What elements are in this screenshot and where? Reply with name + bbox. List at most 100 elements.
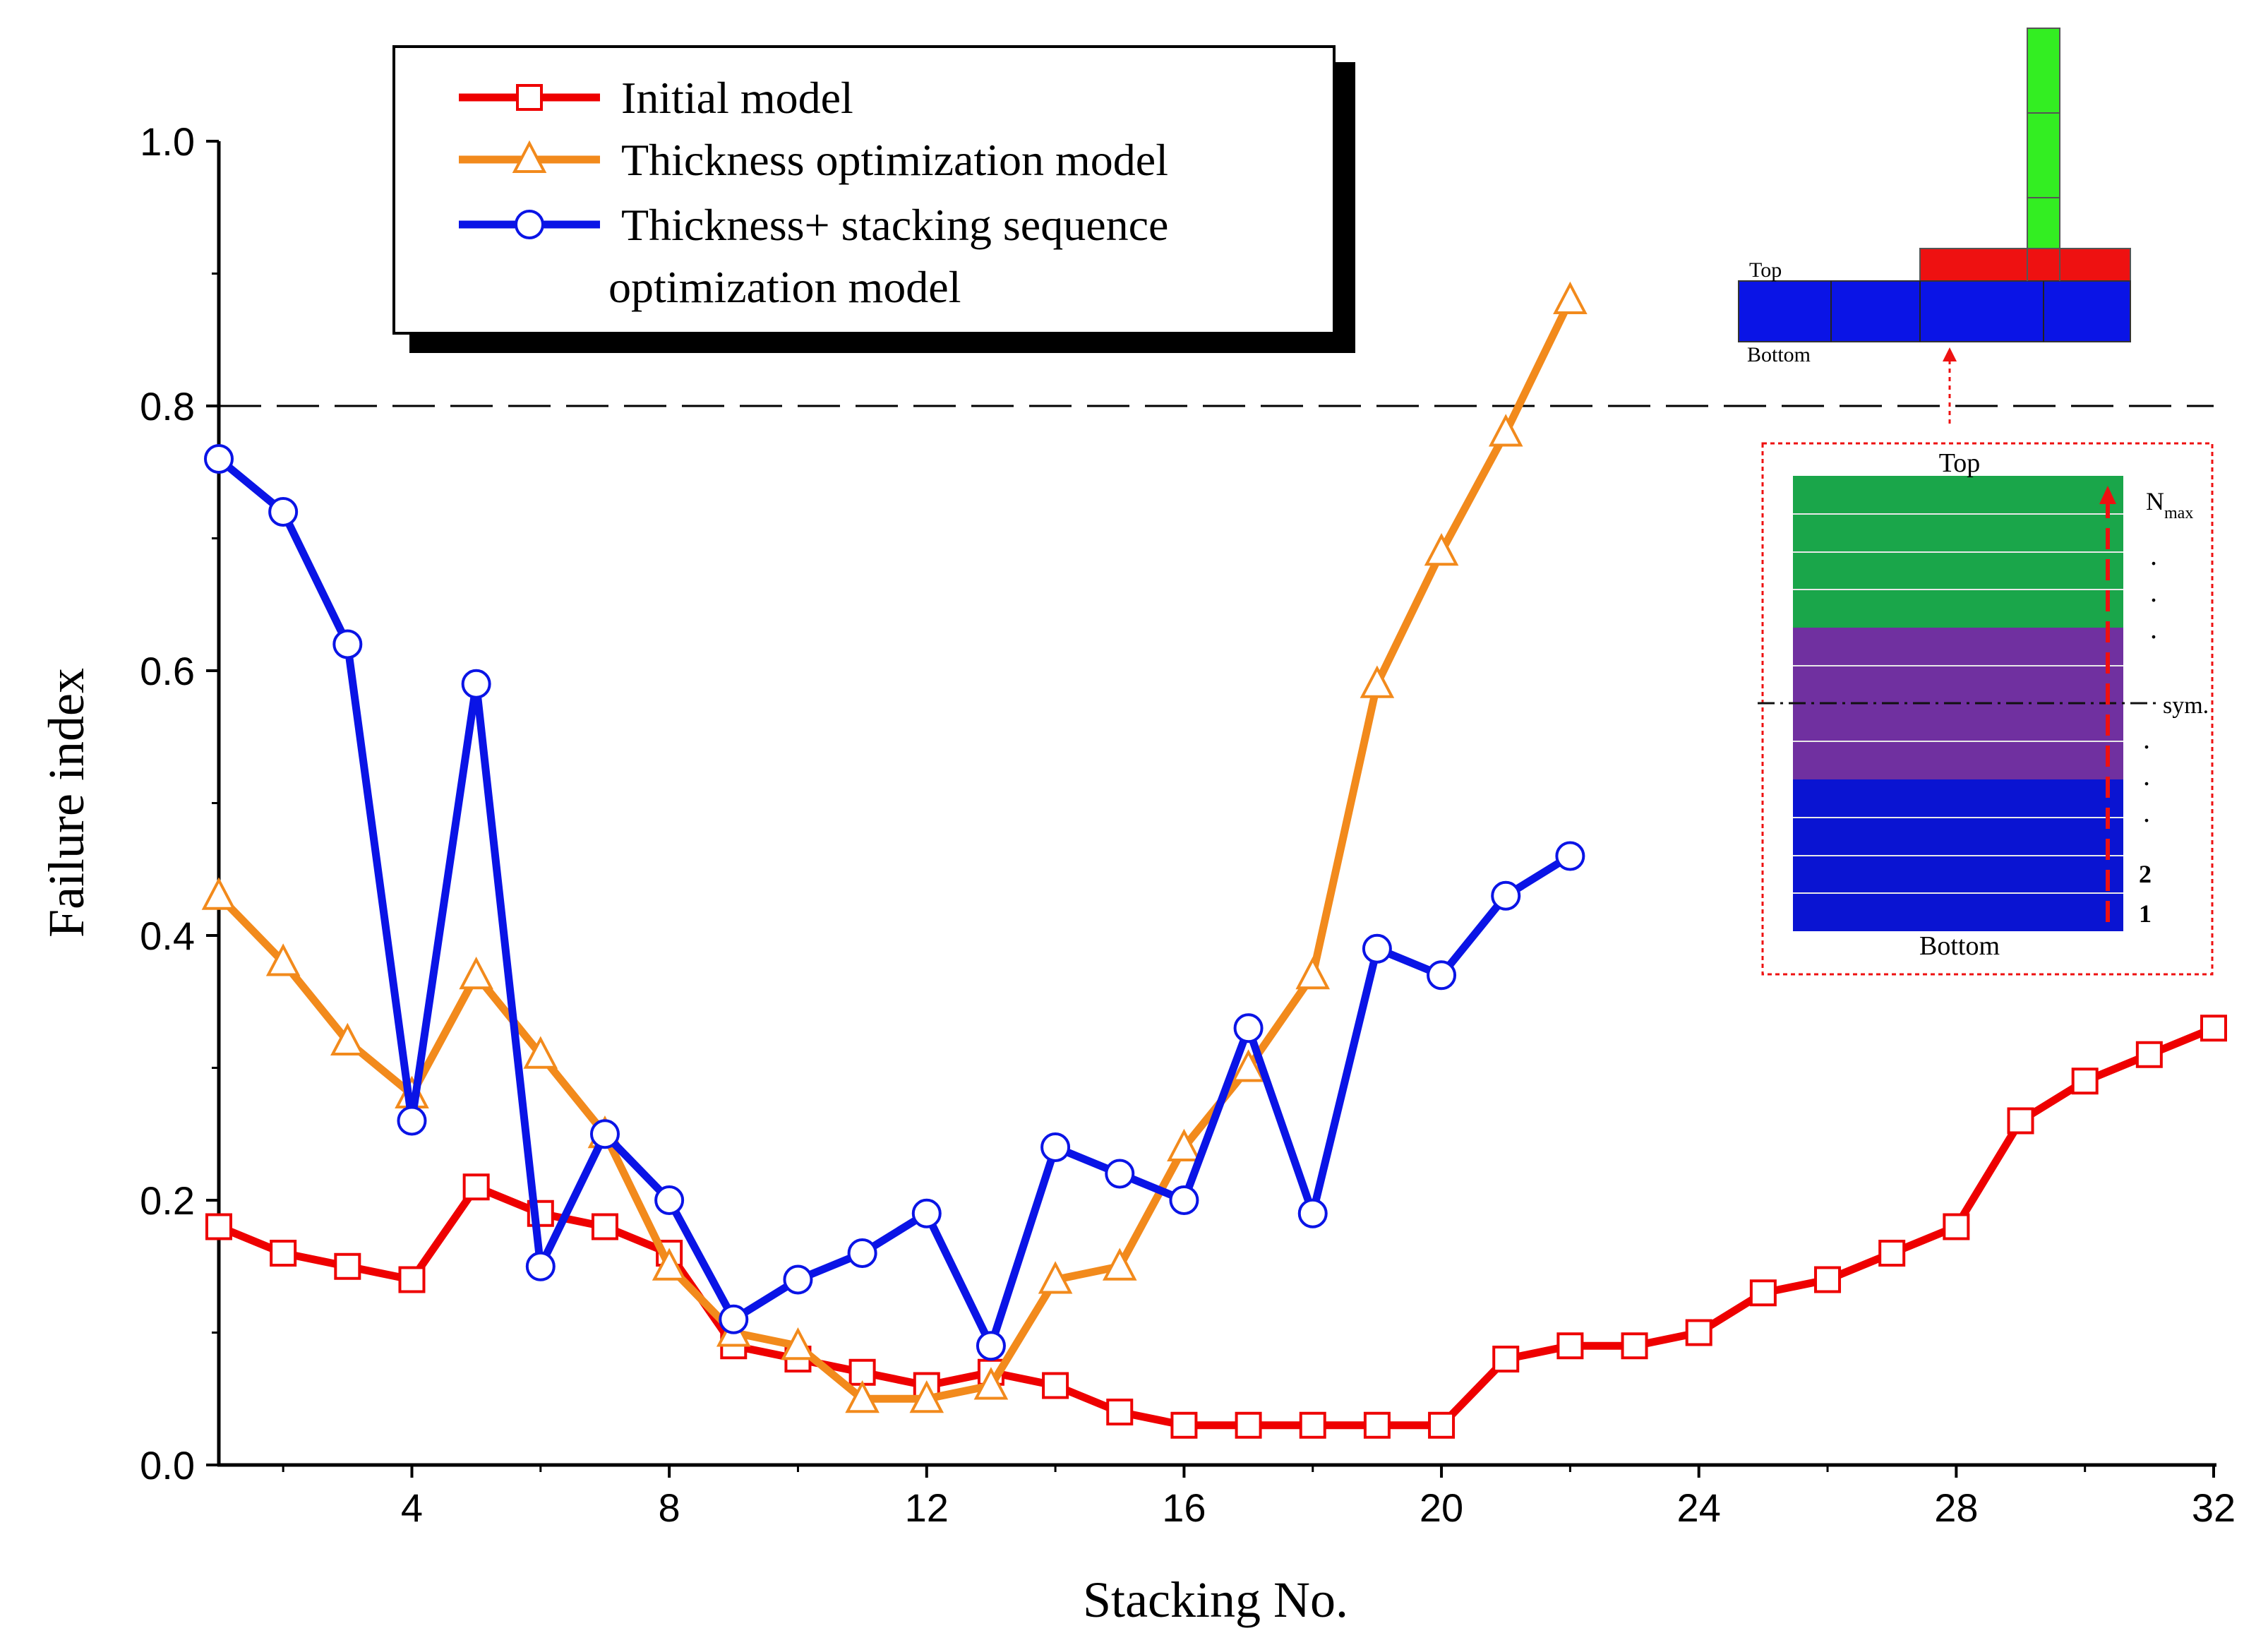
dot: .: [2150, 539, 2157, 571]
x-tick-label: 28: [1934, 1485, 1978, 1530]
data-point: [1042, 1372, 1069, 1399]
data-point: [1040, 1132, 1071, 1162]
legend-item-stacking: Thickness+ stacking sequence optimizatio…: [459, 200, 1168, 312]
dot: .: [2150, 576, 2157, 608]
nmax-n: N: [2146, 487, 2164, 515]
skin-layer: [1738, 280, 2131, 342]
data-point: [1878, 1240, 1906, 1267]
series-line-stacking: [216, 455, 1573, 1350]
data-point: [1102, 1248, 1137, 1281]
data-point: [1553, 281, 1588, 314]
data-point: [1299, 1411, 1326, 1439]
x-tick-label: 16: [1162, 1485, 1206, 1530]
x-tick-label: 12: [905, 1485, 949, 1530]
data-point: [265, 943, 301, 976]
plot-area: 0.00.20.40.60.81.0 4 8 12 16 20 24 28 32: [140, 119, 2236, 1530]
data-point: [719, 1304, 749, 1334]
data-point: [2007, 1107, 2034, 1135]
x-tick-label: 8: [659, 1485, 680, 1530]
data-point: [1488, 414, 1523, 447]
x-tick-label: 24: [1677, 1485, 1721, 1530]
data-point: [1492, 1346, 1520, 1372]
data-point: [976, 1331, 1006, 1361]
y-tick-label: 1.0: [140, 119, 195, 164]
inset-pointer-arrowhead: [1943, 347, 1957, 361]
data-point: [2135, 1041, 2163, 1068]
data-point: [1555, 841, 1585, 871]
stacking-direction-arrowhead: [2099, 486, 2116, 504]
y-ticks: 0.0 0.2 0.4 0.6 0.8 1.0: [140, 119, 219, 1488]
dot: .: [2143, 760, 2150, 791]
legend: Initial model Thickness optimization mod…: [392, 45, 1355, 353]
data-point: [1231, 1049, 1266, 1082]
data-point: [1427, 960, 1457, 991]
series-line-thickness: [216, 298, 1574, 1403]
data-point: [268, 497, 299, 527]
x-tick-label: 32: [2192, 1485, 2236, 1530]
data-point: [2200, 1015, 2227, 1042]
y-tick-label: 0.4: [140, 914, 195, 958]
dot: .: [2143, 723, 2150, 755]
data-point: [848, 1358, 876, 1386]
data-point: [1491, 880, 1521, 911]
series-stacking: [204, 444, 1585, 1361]
legend-marker-triangle: [512, 140, 547, 173]
data-point: [1106, 1399, 1134, 1425]
dot: .: [2150, 613, 2157, 645]
data-point: [1233, 1013, 1264, 1043]
data-point: [652, 1248, 687, 1281]
y-tick-label: 0.6: [140, 649, 195, 693]
data-point: [1621, 1332, 1648, 1360]
x-ticks: 4 8 12 16 20 24 28 32: [282, 1465, 2236, 1530]
layer-2-label: 2: [2139, 860, 2152, 888]
lower-bottom-label: Bottom: [1919, 931, 2000, 961]
data-point: [201, 877, 236, 910]
data-point: [525, 1251, 556, 1281]
data-point: [2071, 1067, 2099, 1095]
x-tick-label: 20: [1420, 1485, 1463, 1530]
data-point: [332, 629, 363, 659]
y-tick-label: 0.8: [140, 384, 195, 429]
data-point: [205, 1213, 232, 1240]
data-point: [204, 444, 234, 474]
data-point: [589, 1119, 620, 1149]
data-point: [523, 1036, 558, 1069]
upper-top-label: Top: [1749, 258, 1782, 282]
data-point: [1814, 1266, 1842, 1293]
data-point: [654, 1185, 685, 1215]
data-point: [1424, 532, 1459, 566]
data-point: [1038, 1261, 1073, 1294]
data-point: [1363, 1411, 1391, 1439]
upper-bottom-label: Bottom: [1747, 343, 1811, 366]
data-point: [1685, 1319, 1712, 1346]
y-axis-title: Failure index: [38, 668, 95, 938]
x-axis-title: Stacking No.: [1083, 1572, 1348, 1628]
series-thickness: [201, 281, 1588, 1413]
data-point: [847, 1238, 877, 1268]
data-point: [397, 1106, 427, 1136]
y-tick-label: 0.0: [140, 1443, 195, 1488]
lower-top-label: Top: [1939, 448, 1981, 478]
ply-lines: [1793, 513, 2123, 894]
legend-label-stacking-line2: optimization model: [608, 262, 961, 312]
legend-item-thickness: Thickness optimization model: [459, 135, 1168, 185]
dot: .: [2143, 796, 2150, 828]
data-point: [1360, 665, 1395, 698]
legend-label-thickness: Thickness optimization model: [621, 135, 1168, 185]
data-point: [1295, 956, 1331, 990]
y-tick-label: 0.2: [140, 1178, 195, 1223]
data-point: [909, 1380, 944, 1413]
legend-label-stacking-line1: Thickness+ stacking sequence: [621, 200, 1168, 250]
stiffener-web: [2027, 28, 2060, 283]
data-point: [781, 1327, 815, 1360]
inset-stacking-detail: Top Bottom Nmax . . . sym. . . . 2 1: [1758, 442, 2214, 976]
data-point: [461, 669, 491, 699]
data-point: [459, 956, 493, 990]
nmax-label: Nmax: [2146, 487, 2193, 522]
data-point: [1297, 1198, 1328, 1228]
series-initial: [205, 1015, 2227, 1439]
inset-t-joint: Top Bottom: [1738, 28, 2131, 424]
data-point: [330, 1022, 365, 1055]
data-point: [1167, 1128, 1201, 1161]
